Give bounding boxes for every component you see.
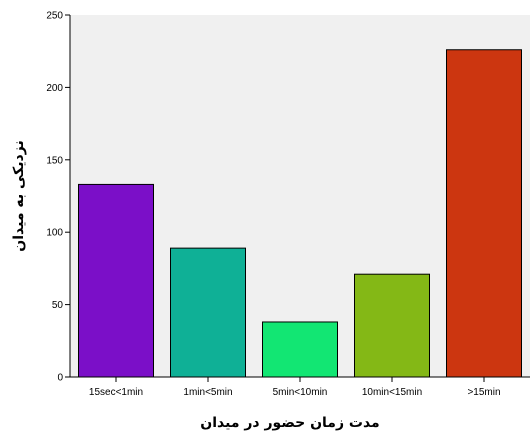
y-tick-label: 250 <box>46 11 63 22</box>
y-axis-title: نزدیکی به میدان <box>11 140 27 251</box>
y-tick-label: 50 <box>52 300 64 311</box>
y-tick-label: 100 <box>46 228 63 239</box>
bar-5 <box>446 49 522 378</box>
x-axis-title: مدت زمان حضور در میدان <box>200 415 379 431</box>
x-tick-label: 10min<15min <box>362 387 422 398</box>
y-tick-label: 150 <box>46 155 63 166</box>
x-tick-label: >15min <box>467 387 500 398</box>
x-tick-label: 5min<10min <box>273 387 328 398</box>
bar-3 <box>262 321 338 378</box>
bar-1 <box>78 183 154 378</box>
y-tick-label: 0 <box>57 373 63 384</box>
y-axis-ticks: 0 50 100 150 200 250 <box>46 11 70 384</box>
x-axis-ticks: 15sec<1min 1min<5min 5min<10min 10min<15min… <box>89 377 501 398</box>
bar-4 <box>354 273 430 378</box>
x-tick-label: 1min<5min <box>183 387 232 398</box>
x-tick-label: 15sec<1min <box>89 387 143 398</box>
bar-2 <box>170 247 246 378</box>
y-tick-label: 200 <box>46 83 63 94</box>
bars-group <box>78 49 522 378</box>
